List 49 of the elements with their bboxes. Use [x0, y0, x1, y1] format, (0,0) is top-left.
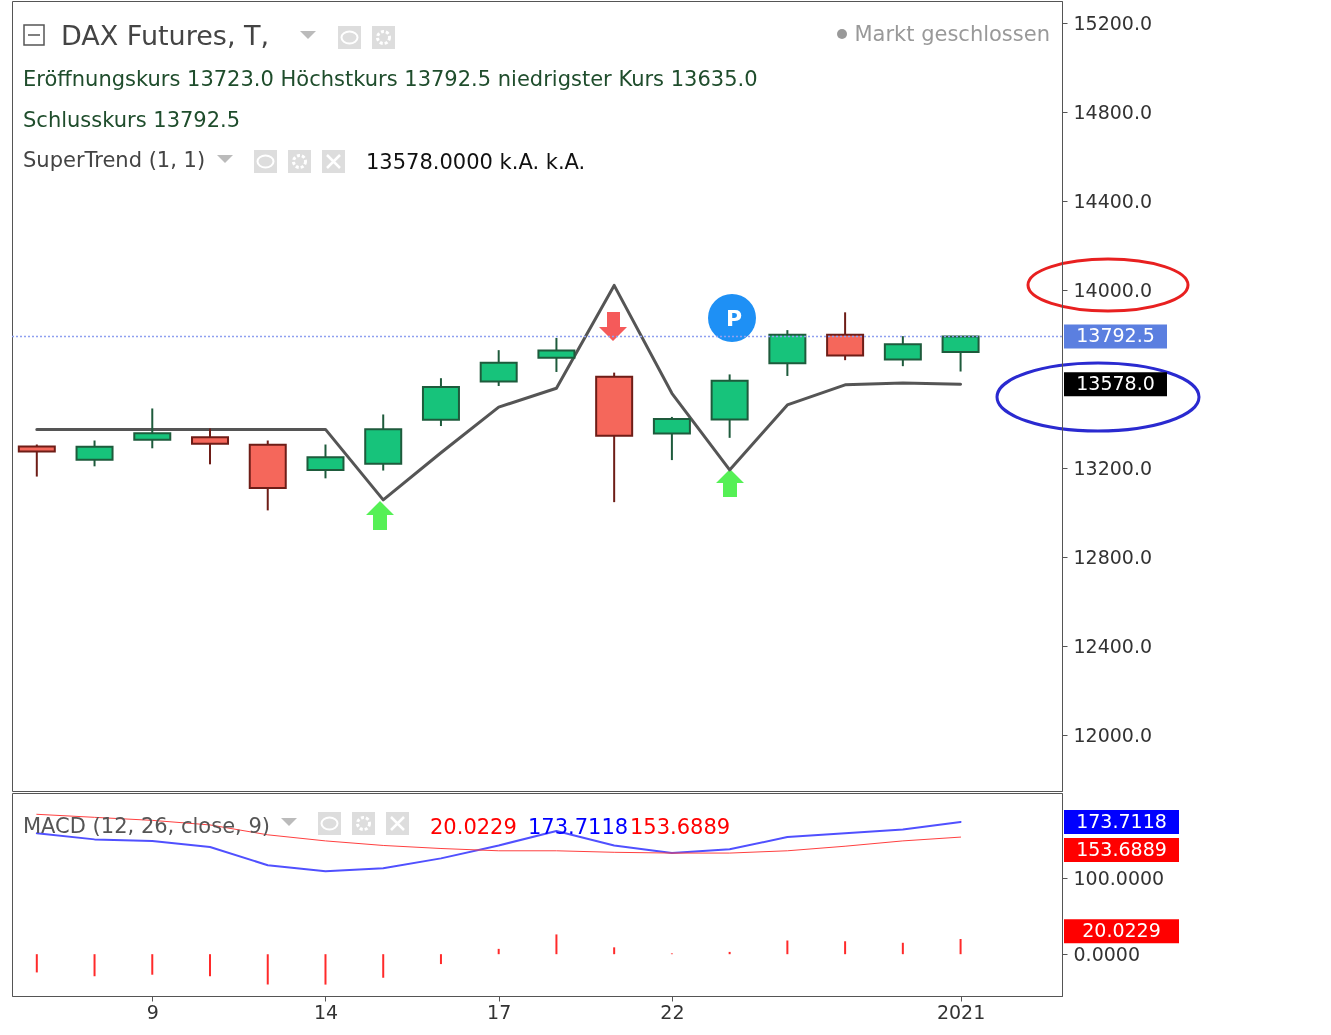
- line-series: [35, 283, 963, 502]
- bar: [93, 954, 96, 977]
- bar: [382, 954, 385, 978]
- bar: [844, 941, 847, 955]
- y-tick-label: 14400.0: [1073, 189, 1153, 212]
- annotation: P: [725, 306, 743, 331]
- bar: [555, 934, 558, 955]
- x-tick-label: 22: [660, 1000, 685, 1023]
- candlestick: [133, 407, 172, 450]
- bar: [786, 940, 789, 955]
- text: 173.7118: [1076, 809, 1167, 832]
- y-tick-label: 0.0000: [1073, 942, 1140, 965]
- annotation: 13578.0000 k.A. k.A.: [366, 150, 586, 174]
- x-tick-label: 17: [487, 1000, 512, 1023]
- y-tick-label: 14800.0: [1073, 100, 1153, 123]
- y-tick-label: 12800.0: [1073, 545, 1153, 568]
- bar: [266, 954, 269, 985]
- annotation: Markt geschlossen: [854, 22, 1050, 46]
- bar: [209, 954, 212, 977]
- x-tick-label: 14: [313, 1000, 339, 1023]
- candlestick: [191, 427, 230, 466]
- y-tick-label: 13200.0: [1073, 456, 1153, 479]
- bar: [35, 954, 38, 973]
- annotation: Schlusskurs 13792.5: [23, 108, 241, 132]
- y-tick-label: 12000.0: [1073, 723, 1153, 746]
- bar: [613, 947, 616, 955]
- y-tick-label: 15200.0: [1073, 11, 1153, 34]
- annotation: 153.6889: [630, 815, 731, 839]
- y-tick-label: 14000.0: [1073, 278, 1153, 301]
- bar: [497, 948, 500, 955]
- text: 13792.5: [1076, 324, 1155, 347]
- annotation: SuperTrend (1, 1): [23, 148, 206, 172]
- x-tick-label: 9: [146, 1000, 159, 1023]
- candlestick: [537, 336, 576, 373]
- text: 13578.0: [1076, 372, 1155, 395]
- text: DAX Futures, T,: [61, 20, 270, 51]
- y-tick-label: 100.0000: [1073, 866, 1165, 889]
- bar: [151, 954, 154, 975]
- bar: [324, 954, 327, 985]
- annotation: 20.0229: [430, 815, 517, 839]
- annotation: Eröffnungskurs 13723.0 Höchstkurs 13792.5 niedrigster Kurs 13635.0: [23, 67, 758, 91]
- bar: [439, 954, 442, 965]
- y-tick-label: 12400.0: [1073, 634, 1153, 657]
- bar: [901, 942, 904, 955]
- annotation: 173.7118: [528, 815, 629, 839]
- text: 20.0229: [1082, 919, 1161, 942]
- text: 153.6889: [1076, 837, 1167, 860]
- x-tick-label: 2021: [936, 1000, 986, 1023]
- bar: [959, 938, 962, 955]
